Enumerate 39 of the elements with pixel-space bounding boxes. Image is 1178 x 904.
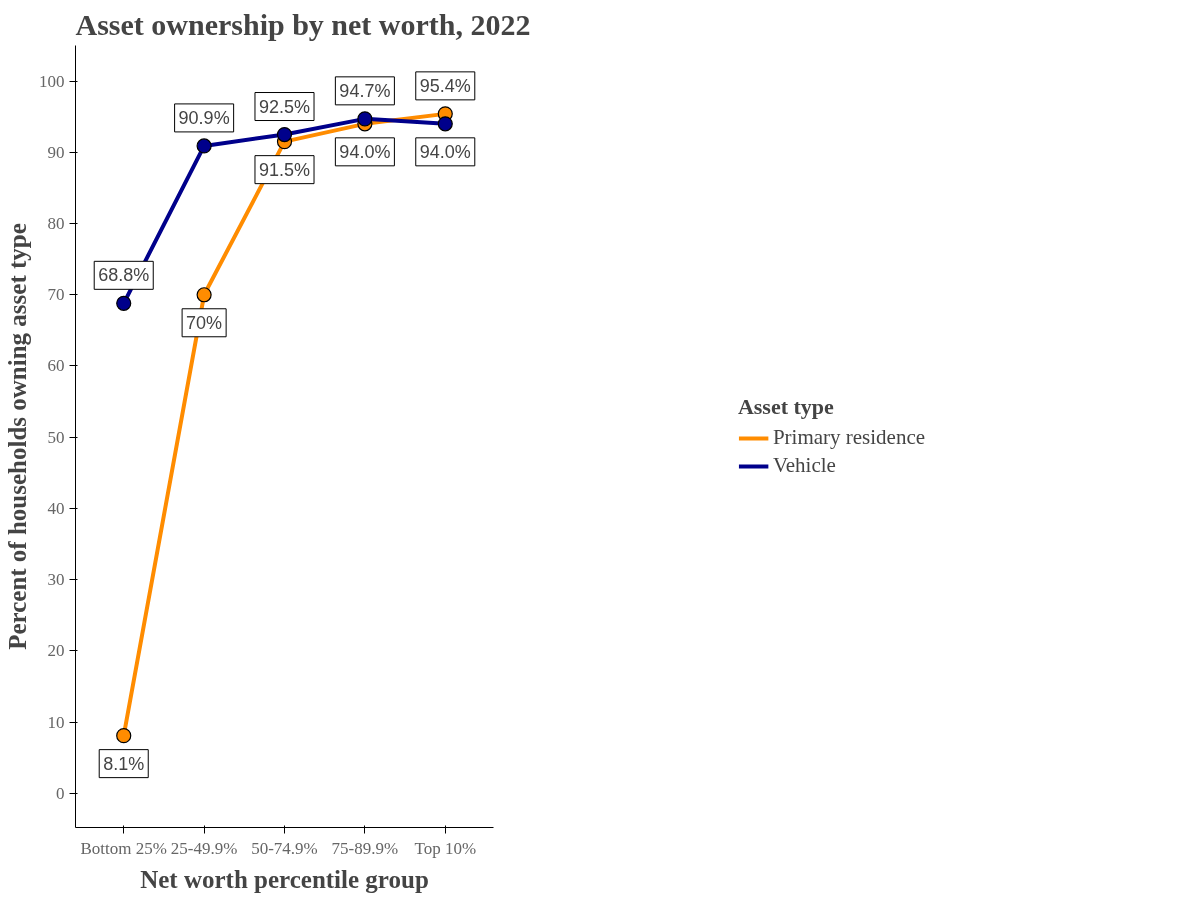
x-tick-label: Bottom 25% (80, 838, 167, 858)
y-tick-label: 80 (47, 214, 65, 234)
y-tick-label: 100 (39, 71, 65, 91)
y-tick-label: 20 (47, 641, 65, 661)
x-tick-label: 25-49.9% (170, 838, 238, 858)
point (357, 111, 373, 127)
y-tick-label: 90 (47, 142, 65, 162)
point (116, 295, 132, 311)
y-tick-label: 50 (47, 427, 65, 447)
legend-label: Primary residence (772, 425, 926, 450)
legend-label: Vehicle (772, 453, 836, 478)
point (116, 728, 132, 744)
y-tick-label: 0 (56, 783, 65, 803)
data-label: 92.5% (258, 96, 311, 117)
y-axis-title: Percent of households owning asset type (4, 223, 31, 650)
point (196, 287, 212, 303)
data-label: 94.0% (419, 141, 471, 162)
x-tick-label: 50-74.9% (251, 838, 318, 858)
y-tick-label: 40 (47, 498, 65, 518)
point (276, 126, 293, 143)
data-label: 95.4% (419, 75, 471, 96)
chart-title: Asset ownership by net worth, 2022 (75, 7, 531, 41)
data-label: 70% (186, 312, 223, 333)
data-label: 91.5% (258, 159, 311, 180)
y-tick-label: 70 (47, 285, 65, 305)
data-label: 94.7% (339, 80, 391, 101)
data-label: 90.9% (178, 107, 230, 128)
y-tick-label: 60 (47, 356, 65, 376)
legend-title: Asset type (737, 394, 835, 420)
data-label: 68.8% (98, 265, 150, 286)
data-label: 8.1% (103, 753, 145, 774)
data-label: 94.0% (339, 141, 391, 162)
point (437, 116, 453, 132)
point (196, 138, 212, 154)
y-tick-label: 30 (47, 570, 65, 590)
x-axis-title: Net worth percentile group (140, 865, 429, 893)
y-tick-label: 10 (47, 712, 65, 732)
x-tick-label: Top 10% (414, 838, 477, 858)
x-tick-label: 75-89.9% (331, 838, 399, 858)
